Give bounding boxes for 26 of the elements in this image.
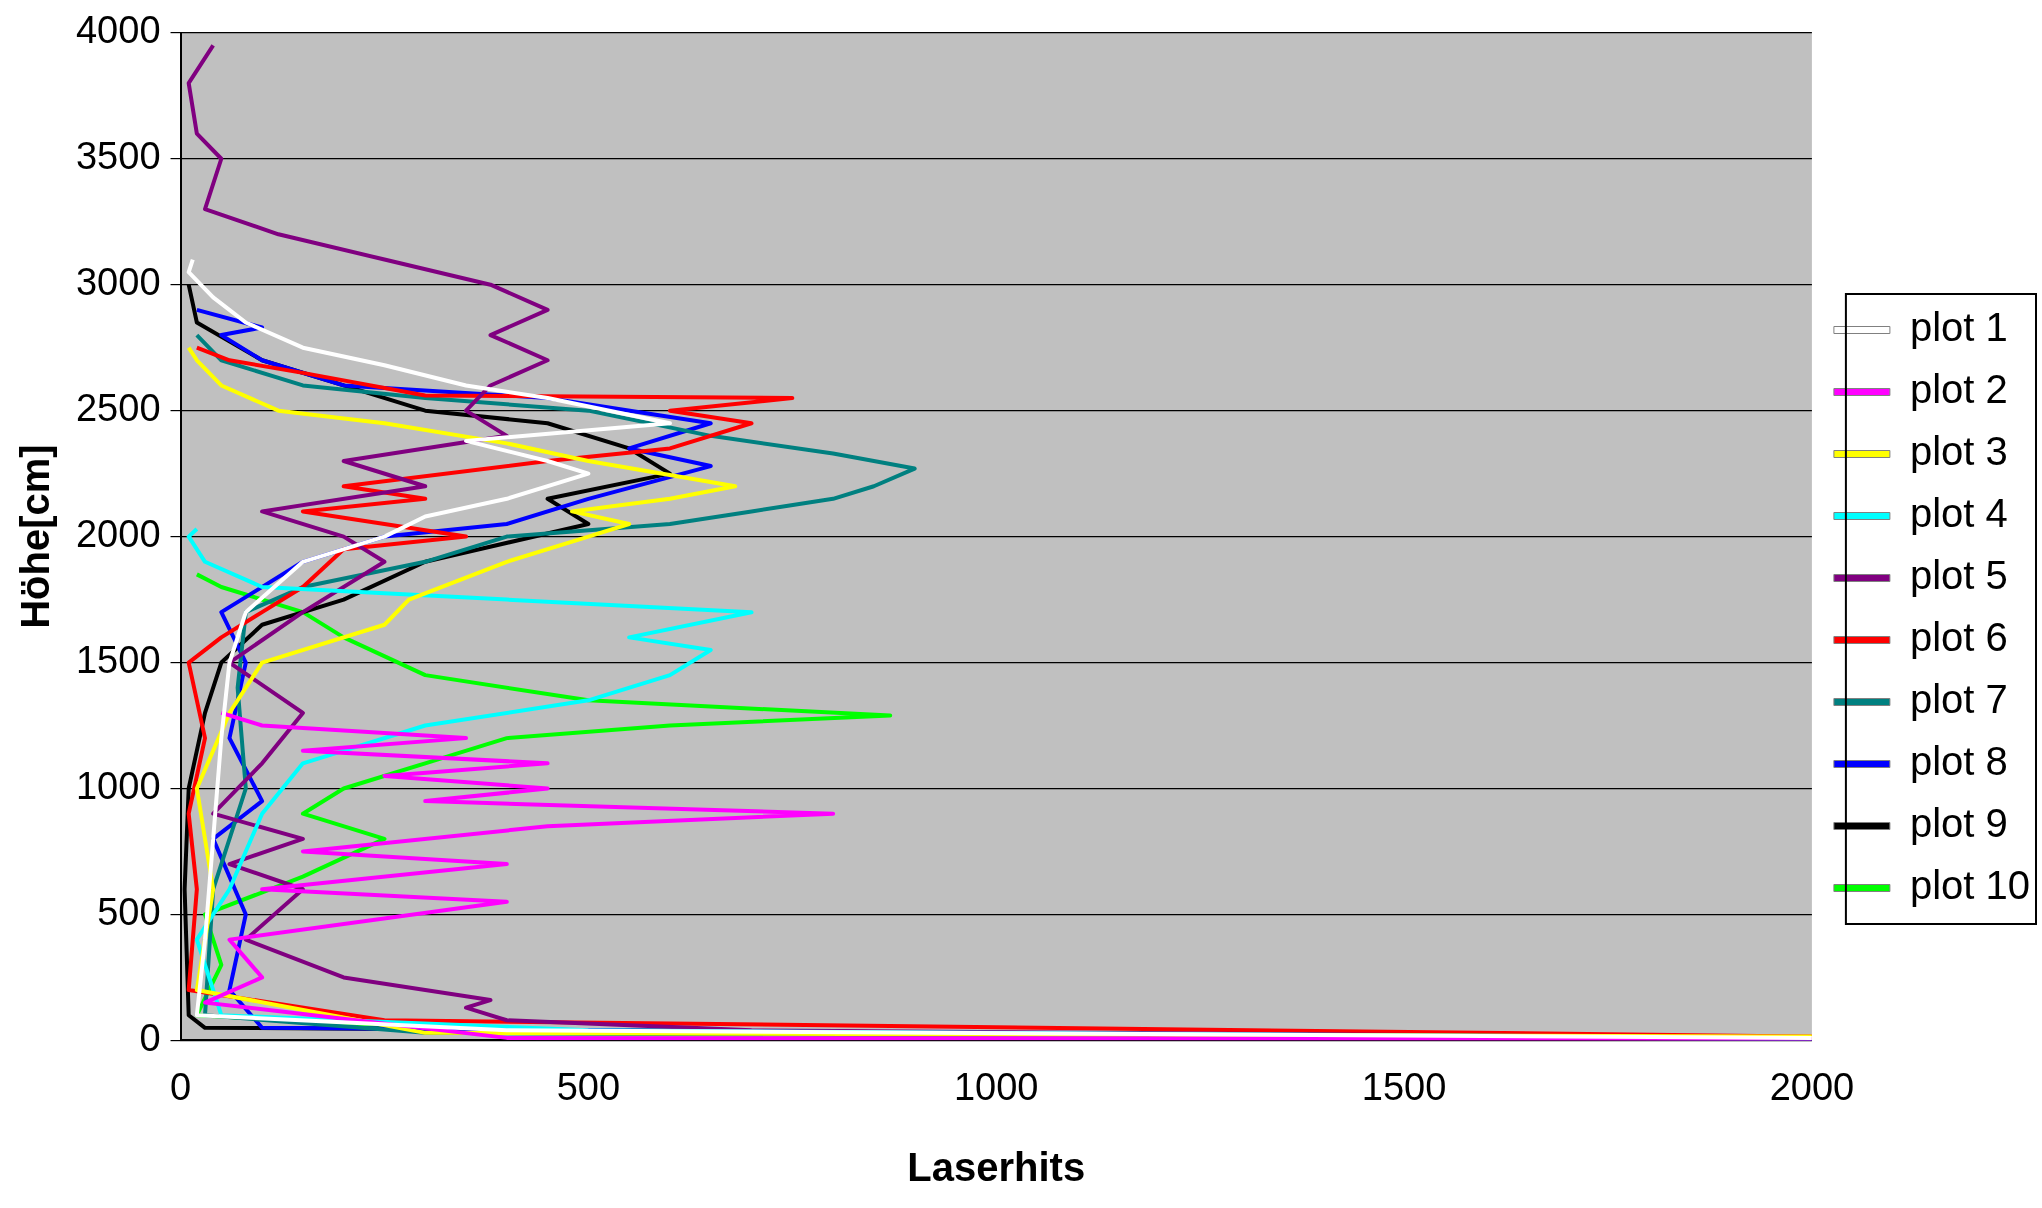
legend-label: plot 4 [1909, 491, 2008, 536]
legend-label: plot 10 [1909, 863, 2031, 908]
x-tick-label: 2000 [1769, 1065, 1855, 1108]
y-tick-label: 4000 [75, 9, 161, 52]
x-axis-title: Laserhits [907, 1145, 1086, 1190]
x-tick-label: 1000 [953, 1065, 1039, 1108]
x-tick-label: 0 [169, 1065, 192, 1108]
y-tick-label: 2500 [75, 387, 161, 430]
y-tick-label: 1000 [75, 764, 161, 807]
legend-label: plot 2 [1909, 367, 2008, 412]
legend-label: plot 7 [1909, 677, 2008, 722]
legend-label: plot 3 [1909, 429, 2008, 474]
legend-label: plot 9 [1909, 801, 2008, 846]
y-tick-label: 3500 [75, 135, 161, 178]
y-axis-title: Höhe[cm] [13, 444, 58, 629]
legend-label: plot 6 [1909, 615, 2008, 660]
y-tick-label: 3000 [75, 261, 161, 304]
legend-label: plot 5 [1909, 553, 2008, 598]
legend-label: plot 1 [1909, 305, 2008, 350]
y-tick-label: 2000 [75, 513, 161, 556]
y-tick-label: 1500 [75, 639, 161, 682]
x-tick-label: 500 [556, 1065, 621, 1108]
x-tick-label: 1500 [1361, 1065, 1447, 1108]
legend-label: plot 8 [1909, 739, 2008, 784]
y-tick-label: 0 [139, 1016, 161, 1059]
y-tick-label: 500 [97, 890, 161, 933]
